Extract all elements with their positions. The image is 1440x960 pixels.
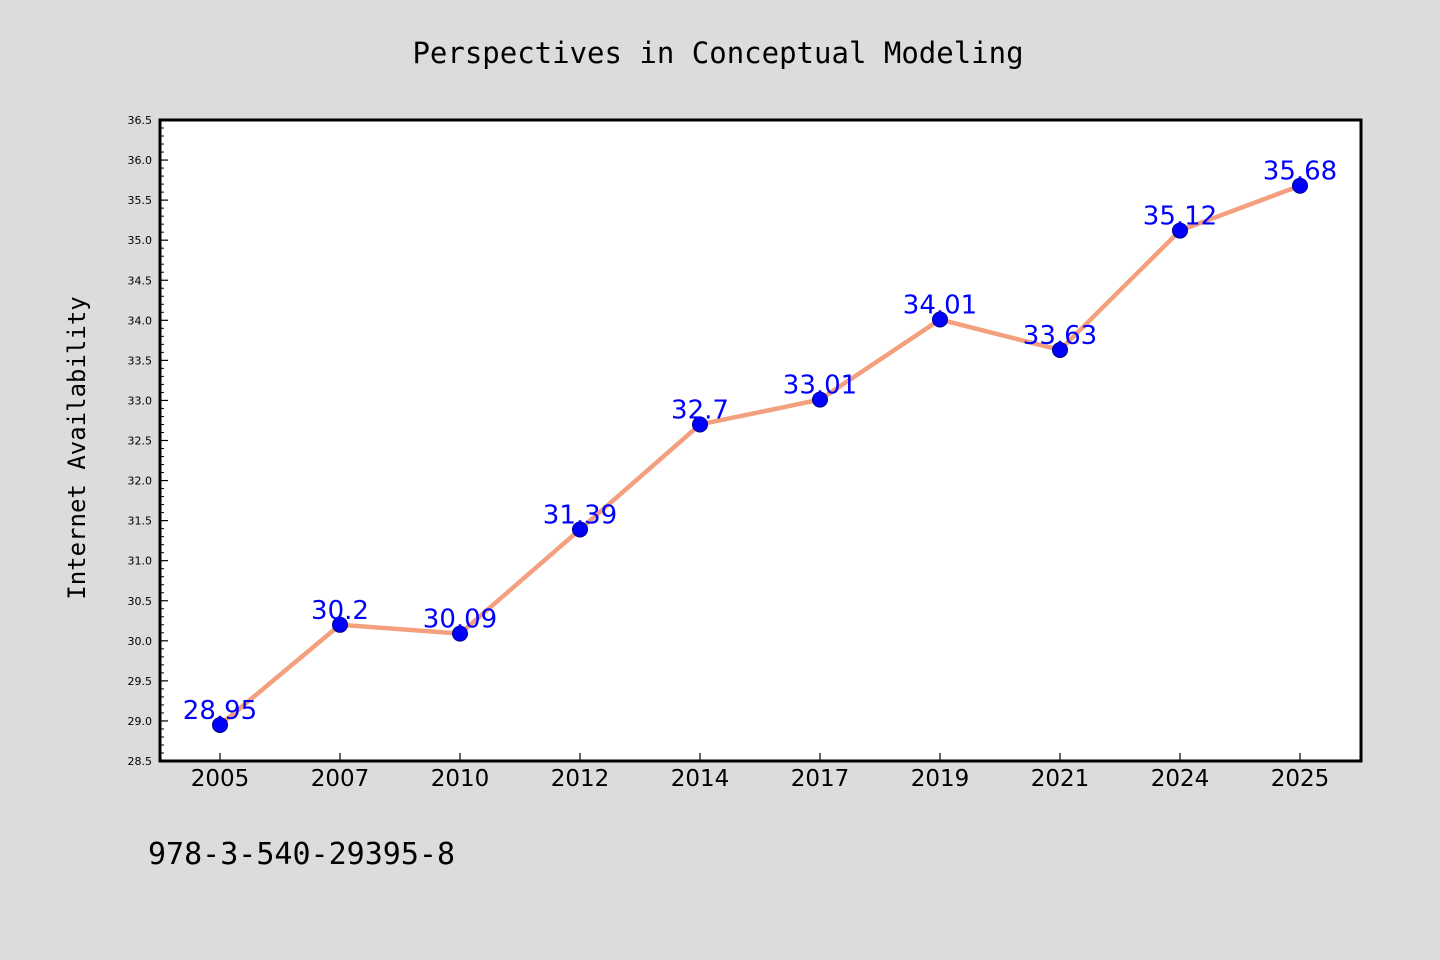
data-label: 31.39 (543, 500, 617, 530)
y-tick-label: 33.5 (128, 354, 153, 367)
y-tick-label: 30.0 (128, 635, 153, 648)
data-point (572, 521, 588, 538)
x-tick-label: 2005 (191, 766, 250, 792)
data-label: 33.01 (783, 371, 857, 401)
y-axis-label: Internet Availability (63, 296, 91, 599)
data-label: 35.12 (1143, 202, 1217, 232)
data-point (1292, 177, 1308, 194)
x-axis: 2005 2007 2010 2012 2014 2017 2019 2021 2024 2025 (191, 753, 1330, 792)
data-point (212, 716, 228, 733)
data-label: 35.68 (1263, 157, 1337, 187)
y-tick-label: 36.0 (128, 154, 153, 167)
data-label: 33.63 (1023, 321, 1097, 351)
data-label: 34.01 (903, 291, 977, 321)
data-point (1052, 341, 1068, 358)
plot-area (158, 118, 1363, 763)
data-point (932, 311, 948, 328)
series-line (217, 183, 1303, 728)
y-tick-label: 31.0 (128, 555, 153, 568)
data-label: 32.7 (671, 395, 729, 425)
data-label: 30.2 (311, 596, 369, 626)
y-tick-label: 30.5 (128, 595, 153, 608)
y-tick-label: 28.5 (128, 755, 153, 768)
y-tick-label: 35.5 (128, 194, 153, 207)
x-tick-label: 2012 (551, 766, 610, 792)
data-point (332, 616, 348, 633)
x-tick-label: 2017 (791, 766, 850, 792)
y-tick-label: 36.5 (128, 114, 153, 127)
y-tick-label: 32.5 (128, 435, 153, 448)
x-tick-label: 2014 (671, 766, 730, 792)
series-layer: 28.95 30.2 30.09 31.39 32.7 33.01 34.01 33.63 35… (183, 157, 1337, 733)
footer-code: 978-3-540-29395-8 (148, 837, 455, 872)
x-tick-label: 2007 (311, 766, 370, 792)
y-tick-label: 32.0 (128, 475, 153, 488)
y-tick-label: 31.5 (128, 515, 153, 528)
y-tick-label: 29.0 (128, 715, 153, 728)
y-axis: 28.5 29.0 29.5 30.0 30.5 31.0 31.5 32.0 32.5 33.0… (128, 114, 168, 768)
x-tick-label: 2021 (1031, 766, 1090, 792)
x-tick-label: 2010 (431, 766, 490, 792)
x-tick-label: 2024 (1151, 766, 1210, 792)
y-tick-label: 35.0 (128, 234, 153, 247)
data-label: 28.95 (183, 696, 257, 726)
x-tick-label: 2019 (911, 766, 970, 792)
chart-title: Perspectives in Conceptual Modeling (412, 36, 1023, 70)
y-tick-label: 33.0 (128, 394, 153, 407)
x-tick-label: 2025 (1271, 766, 1330, 792)
data-label: 30.09 (423, 605, 497, 635)
data-point (812, 391, 828, 408)
data-point (452, 625, 468, 642)
y-tick-label: 29.5 (128, 675, 153, 688)
y-tick-label: 34.5 (128, 274, 153, 287)
data-point (692, 416, 708, 433)
data-point (1172, 222, 1188, 239)
y-tick-label: 34.0 (128, 314, 153, 327)
